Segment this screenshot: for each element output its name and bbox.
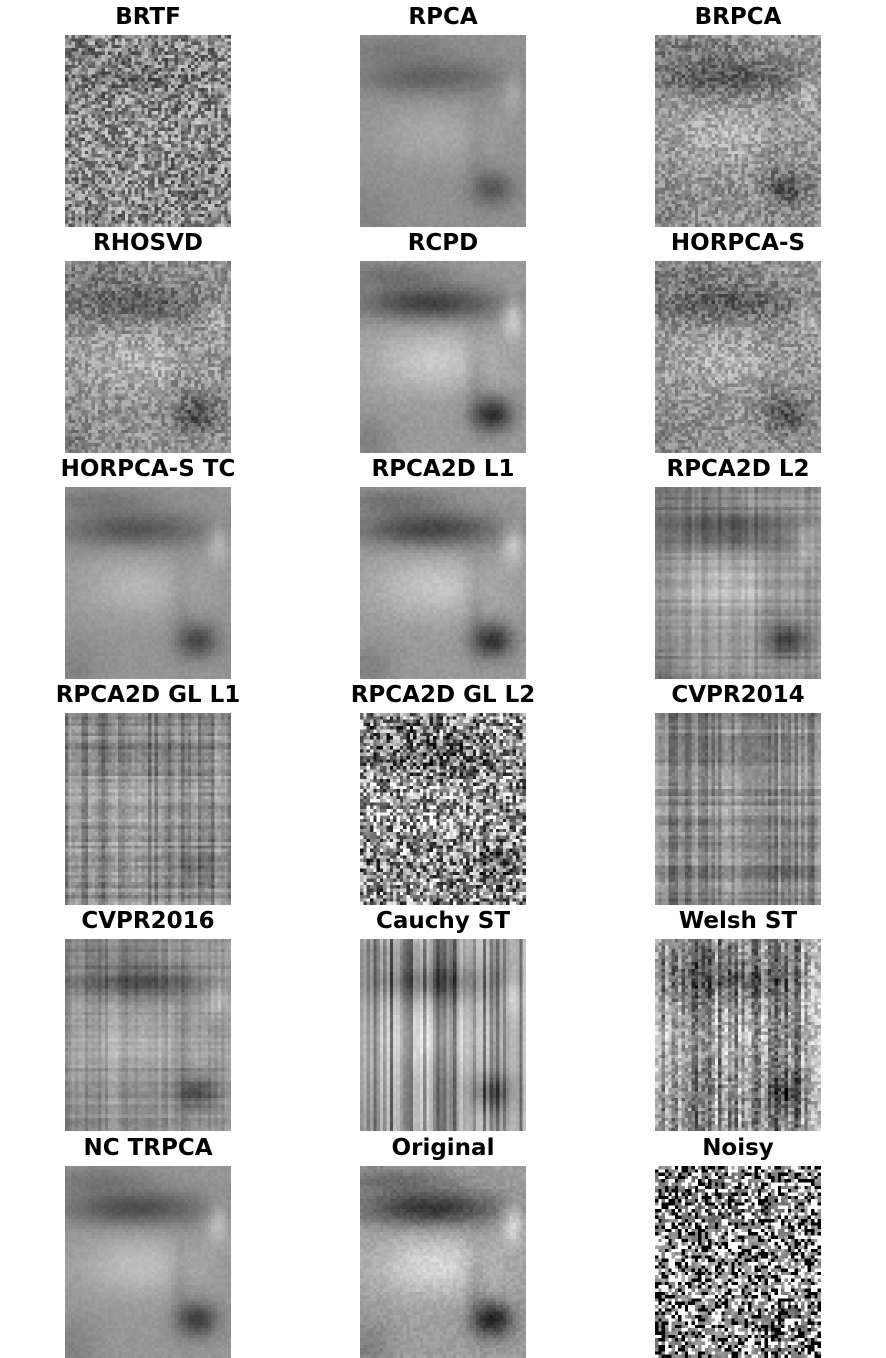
panel-title: BRPCA xyxy=(628,2,848,32)
panel-title: HORPCA-S xyxy=(628,228,848,258)
panel-image xyxy=(65,939,231,1131)
panel-title: CVPR2016 xyxy=(38,906,258,936)
panel-title: Noisy xyxy=(628,1133,848,1163)
panel-image xyxy=(655,1166,821,1358)
panel-title: Original xyxy=(333,1133,553,1163)
panel-title: Welsh ST xyxy=(628,906,848,936)
panel-image xyxy=(655,713,821,905)
panel-image xyxy=(65,261,231,453)
panel-title: CVPR2014 xyxy=(628,680,848,710)
panel-title: RPCA2D GL L2 xyxy=(333,680,553,710)
panel-image xyxy=(655,939,821,1131)
panel-title: Cauchy ST xyxy=(333,906,553,936)
panel-image xyxy=(360,35,526,227)
panel-title: RHOSVD xyxy=(38,228,258,258)
panel-image xyxy=(655,261,821,453)
panel-image xyxy=(655,487,821,679)
panel-image xyxy=(65,35,231,227)
panel-image xyxy=(65,487,231,679)
panel-image xyxy=(360,487,526,679)
panel-image xyxy=(360,1166,526,1358)
panel-title: RPCA xyxy=(333,2,553,32)
panel-title: NC TRPCA xyxy=(38,1133,258,1163)
panel-image xyxy=(655,35,821,227)
panel-image xyxy=(65,1166,231,1358)
panel-title: BRTF xyxy=(38,2,258,32)
panel-title: RPCA2D L2 xyxy=(628,454,848,484)
panel-title: HORPCA-S TC xyxy=(38,454,258,484)
panel-title: RPCA2D GL L1 xyxy=(38,680,258,710)
panel-image xyxy=(360,261,526,453)
panel-image xyxy=(65,713,231,905)
panel-image xyxy=(360,713,526,905)
panel-image xyxy=(360,939,526,1131)
panel-title: RCPD xyxy=(333,228,553,258)
panel-title: RPCA2D L1 xyxy=(333,454,553,484)
